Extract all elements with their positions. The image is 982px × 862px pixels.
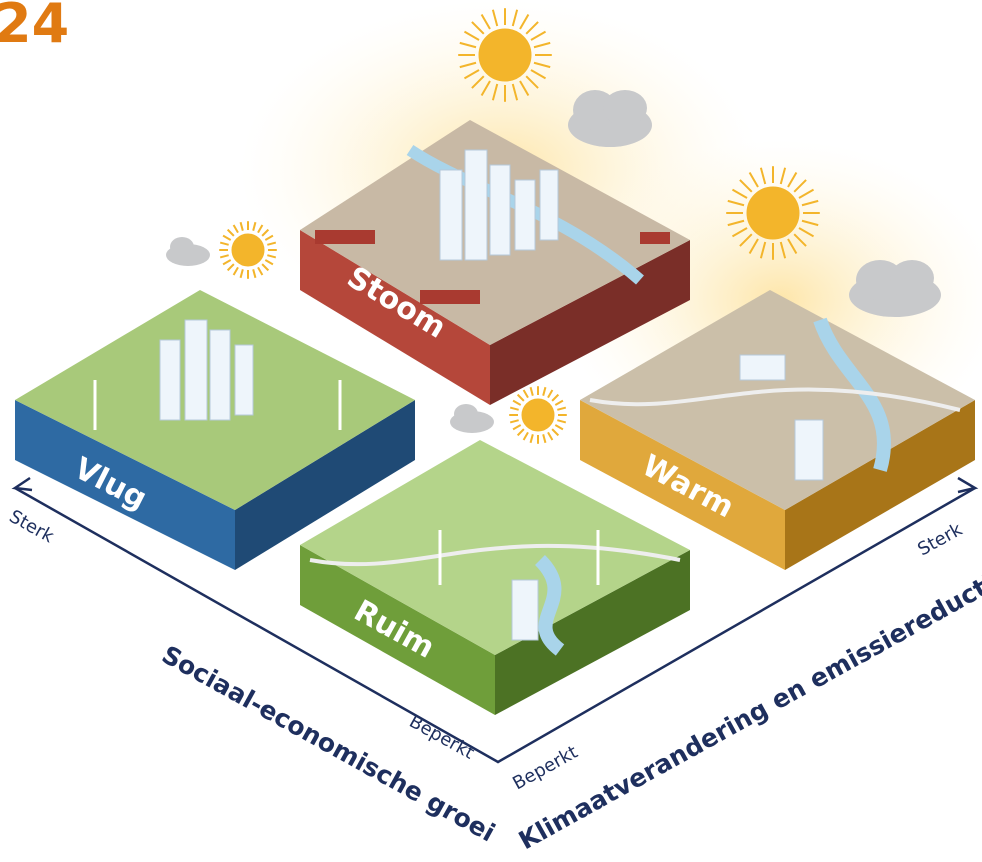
ray: [547, 431, 554, 441]
ray: [779, 167, 787, 185]
ray: [222, 234, 232, 241]
ray: [252, 269, 257, 279]
tile-vlug: [15, 290, 415, 570]
ray: [759, 167, 767, 185]
tile-stoom: [300, 120, 690, 405]
ray: [547, 389, 554, 399]
axis-end-label: Beperkt: [406, 711, 478, 764]
ray: [512, 399, 522, 406]
ray: [533, 41, 551, 49]
ray: [542, 386, 547, 396]
ray: [459, 41, 477, 49]
ray: [480, 13, 491, 30]
ray: [516, 428, 525, 437]
page-number: 24: [0, 0, 69, 55]
ray: [739, 233, 753, 247]
ray: [511, 9, 519, 27]
ray: [554, 399, 564, 406]
ray: [798, 227, 815, 238]
ray: [471, 21, 485, 35]
ray: [557, 419, 567, 424]
ray: [557, 406, 567, 411]
ray: [748, 171, 759, 188]
ray: [509, 419, 519, 424]
ray: [759, 241, 767, 259]
ray: [530, 30, 547, 41]
ray: [232, 266, 239, 276]
sun-rays: [219, 8, 820, 444]
ray: [463, 69, 480, 80]
ray: [239, 269, 244, 279]
ray: [779, 241, 787, 259]
sun: [231, 28, 800, 432]
ray: [519, 80, 530, 97]
tile-warm: [580, 290, 975, 570]
ray: [522, 431, 529, 441]
ray: [522, 389, 529, 399]
ray: [491, 83, 499, 101]
ray: [551, 428, 560, 437]
ray: [463, 30, 480, 41]
tile-ruim: [300, 440, 690, 715]
ray: [239, 221, 244, 231]
ray: [801, 199, 819, 207]
ray: [264, 259, 274, 266]
ray: [542, 434, 547, 444]
ray: [459, 61, 477, 69]
ray: [226, 228, 235, 237]
ray: [793, 233, 807, 247]
ray: [257, 266, 264, 276]
ray: [267, 254, 277, 259]
ray: [554, 424, 564, 431]
ray: [529, 386, 534, 396]
ray: [519, 13, 530, 30]
ray: [222, 259, 232, 266]
ray: [551, 393, 560, 402]
ray: [512, 424, 522, 431]
ray: [525, 21, 539, 35]
ray: [471, 75, 485, 89]
ray: [219, 254, 229, 259]
ray: [731, 227, 748, 238]
ray: [219, 241, 229, 246]
ray: [727, 219, 745, 227]
ray: [252, 221, 257, 231]
ray: [793, 179, 807, 193]
ray: [731, 188, 748, 199]
ray: [525, 75, 539, 89]
ray: [798, 188, 815, 199]
ray: [480, 80, 491, 97]
ray: [226, 263, 235, 272]
ray: [801, 219, 819, 227]
ray: [511, 83, 519, 101]
ray: [509, 406, 519, 411]
ray: [787, 171, 798, 188]
ray: [739, 179, 753, 193]
axis-end-label: Sterk: [6, 506, 58, 548]
ray: [232, 224, 239, 234]
ray: [264, 234, 274, 241]
ray: [261, 228, 270, 237]
ray: [727, 199, 745, 207]
ray: [533, 61, 551, 69]
ray: [529, 434, 534, 444]
axis-end-label: Sterk: [914, 519, 966, 561]
ray: [530, 69, 547, 80]
ray: [261, 263, 270, 272]
ray: [748, 238, 759, 255]
ray: [257, 224, 264, 234]
ray: [491, 9, 499, 27]
cloud: [166, 90, 941, 433]
ray: [267, 241, 277, 246]
ray: [516, 393, 525, 402]
axis-arrows: [11, 476, 979, 764]
ray: [787, 238, 798, 255]
